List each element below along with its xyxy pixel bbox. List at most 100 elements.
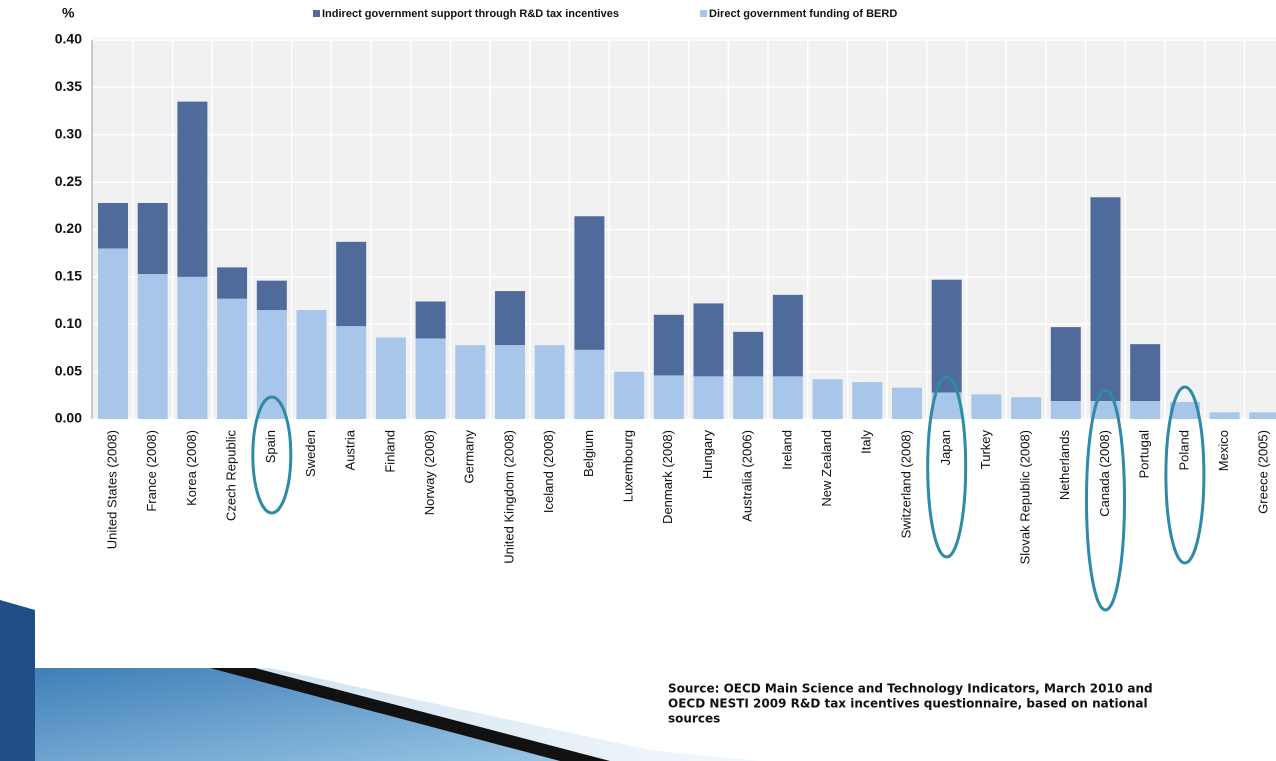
y-tick-label: 0.20 bbox=[55, 220, 82, 236]
x-tick-label: Norway (2008) bbox=[422, 430, 437, 515]
x-tick-label: Iceland (2008) bbox=[541, 430, 556, 513]
highlight-circle bbox=[1085, 388, 1126, 612]
highlight-circle bbox=[926, 375, 968, 559]
x-tick-label: Switzerland (2008) bbox=[898, 430, 913, 538]
bar-segment bbox=[296, 310, 327, 419]
legend-label: Indirect government support through R&D … bbox=[322, 8, 619, 20]
decoration bbox=[0, 600, 760, 761]
bar-segment bbox=[653, 314, 684, 376]
bar-segment bbox=[1090, 197, 1121, 401]
x-tick-label: Greece (2005) bbox=[1256, 430, 1271, 514]
x-tick-label: Ireland bbox=[779, 430, 794, 470]
highlight-circle bbox=[1164, 385, 1206, 565]
y-tick-label: 0.30 bbox=[55, 125, 82, 141]
x-tick-label: Slovak Republic (2008) bbox=[1018, 430, 1033, 564]
legend-label: Direct government funding of BERD bbox=[709, 8, 897, 20]
source-note: sources bbox=[668, 712, 720, 726]
bar-segment bbox=[1209, 412, 1240, 419]
bar-segment bbox=[892, 387, 922, 419]
y-tick-label: 0.10 bbox=[55, 315, 82, 331]
source-note: OECD NESTI 2009 R&D tax incentives quest… bbox=[668, 697, 1148, 711]
bar-segment bbox=[1130, 400, 1161, 419]
bar-segment bbox=[98, 202, 128, 249]
x-tick-label: United Kingdom (2008) bbox=[501, 430, 516, 564]
x-tick-label: Italy bbox=[859, 430, 874, 454]
bar-segment bbox=[534, 345, 565, 419]
bar-segment bbox=[1050, 400, 1081, 419]
bar-segment bbox=[177, 276, 208, 419]
bar-segment bbox=[574, 349, 605, 419]
bar-segment bbox=[693, 376, 724, 419]
bar-segment bbox=[614, 371, 645, 419]
x-tick-label: Austria bbox=[343, 429, 358, 470]
bar-segment bbox=[137, 202, 168, 275]
y-tick-label: 0.35 bbox=[55, 78, 82, 94]
bar-segment bbox=[256, 280, 287, 311]
x-tick-label: Finland bbox=[382, 430, 397, 473]
bar-segment bbox=[415, 338, 446, 419]
bar-segment bbox=[772, 376, 803, 419]
y-axis-label: % bbox=[62, 5, 75, 21]
source-note: Source: OECD Main Science and Technology… bbox=[668, 682, 1153, 696]
x-tick-label: Portugal bbox=[1137, 430, 1152, 479]
bar-segment bbox=[1011, 397, 1042, 419]
bar-segment bbox=[495, 345, 525, 419]
x-tick-label: United States (2008) bbox=[104, 430, 119, 549]
bar-segment bbox=[733, 376, 764, 419]
bar-segment bbox=[931, 392, 962, 419]
bar-segment bbox=[98, 248, 128, 419]
x-tick-label: New Zealand bbox=[819, 430, 834, 507]
x-tick-label: Australia (2006) bbox=[740, 430, 755, 522]
bar-segment bbox=[375, 337, 406, 419]
y-tick-label: 0.25 bbox=[55, 173, 82, 189]
x-tick-label: Germany bbox=[462, 430, 477, 484]
y-tick-label: 0.40 bbox=[55, 31, 82, 47]
bar-segment bbox=[1130, 344, 1161, 401]
highlight-circle bbox=[251, 395, 293, 515]
x-tick-label: Czech Republic bbox=[224, 430, 239, 522]
bar-segment bbox=[137, 274, 168, 419]
bar-segment bbox=[336, 326, 367, 419]
x-tick-label: Sweden bbox=[303, 430, 318, 477]
bar-segment bbox=[1249, 412, 1276, 419]
x-tick-label: Mexico bbox=[1216, 430, 1231, 471]
x-tick-label: Canada (2008) bbox=[1097, 430, 1112, 517]
x-tick-label: Luxembourg bbox=[621, 430, 636, 502]
bar-segment bbox=[415, 301, 446, 339]
bar-segment bbox=[1169, 401, 1200, 419]
bar-segment bbox=[574, 216, 605, 350]
x-tick-label: Spain bbox=[263, 430, 278, 463]
bar-segment bbox=[733, 331, 764, 377]
x-tick-label: Turkey bbox=[978, 430, 993, 470]
bar-segment bbox=[812, 379, 843, 419]
bar-segment bbox=[217, 298, 248, 419]
bar-segment bbox=[653, 375, 684, 419]
bar-segment bbox=[772, 294, 803, 377]
x-tick-label: France (2008) bbox=[144, 430, 159, 512]
bar-segment bbox=[931, 279, 962, 393]
bar-segment bbox=[455, 345, 486, 419]
bar-segment bbox=[693, 303, 724, 377]
bar-segment bbox=[495, 291, 525, 346]
legend-swatch bbox=[700, 10, 708, 17]
bar-segment bbox=[177, 101, 208, 277]
bar-segment bbox=[256, 310, 287, 419]
y-tick-label: 0.00 bbox=[55, 410, 82, 426]
x-tick-label: Hungary bbox=[700, 430, 715, 480]
bar-segment bbox=[852, 382, 883, 419]
legend-swatch bbox=[313, 10, 320, 17]
bar-segment bbox=[971, 394, 1002, 419]
bar-segment bbox=[217, 267, 248, 299]
bar-segment bbox=[336, 241, 367, 327]
x-tick-label: Belgium bbox=[581, 430, 596, 477]
bar-segment bbox=[1090, 400, 1121, 419]
x-tick-label: Korea (2008) bbox=[184, 430, 199, 506]
x-tick-label: Denmark (2008) bbox=[660, 430, 675, 524]
x-tick-label: Netherlands bbox=[1057, 430, 1072, 501]
y-tick-label: 0.15 bbox=[55, 268, 82, 284]
x-tick-label: Poland bbox=[1176, 430, 1191, 470]
x-tick-label: Japan bbox=[938, 430, 953, 465]
bar-segment bbox=[1050, 327, 1081, 401]
y-tick-label: 0.05 bbox=[55, 362, 82, 378]
